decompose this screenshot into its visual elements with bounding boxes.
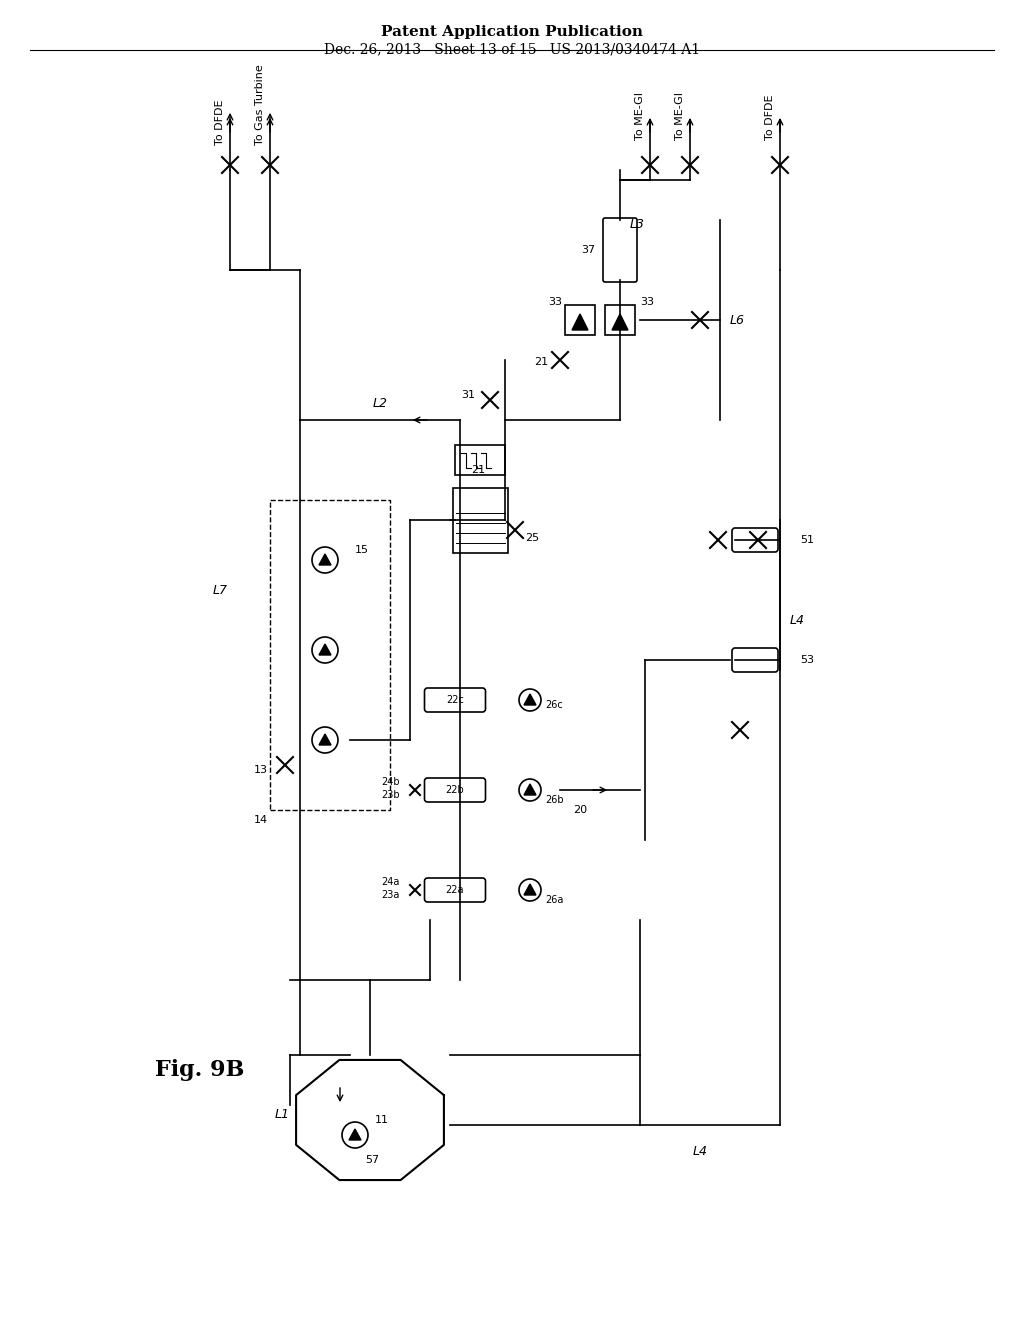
Bar [605,305,635,335]
Text: 21: 21 [534,356,548,367]
Text: 11: 11 [375,1115,389,1125]
Text: 13: 13 [254,766,268,775]
FancyBboxPatch shape [603,218,637,282]
Text: 26c: 26c [545,700,563,710]
Text: 14: 14 [254,814,268,825]
Text: 24a: 24a [382,876,400,887]
FancyBboxPatch shape [425,688,485,711]
Bar [453,487,508,553]
Text: Dec. 26, 2013   Sheet 13 of 15   US 2013/0340474 A1: Dec. 26, 2013 Sheet 13 of 15 US 2013/034… [324,42,700,55]
Polygon shape [319,644,331,655]
Text: 24b: 24b [381,777,400,787]
FancyBboxPatch shape [425,878,485,902]
Polygon shape [524,694,536,705]
Polygon shape [524,884,536,895]
Bar [455,445,505,475]
Text: To ME-GI: To ME-GI [635,92,645,140]
Text: L3: L3 [630,219,645,231]
Text: L6: L6 [730,314,745,326]
Text: To DFDE: To DFDE [215,99,225,145]
Text: Patent Application Publication: Patent Application Publication [381,25,643,40]
Text: 21: 21 [471,465,485,475]
Polygon shape [349,1129,361,1140]
FancyBboxPatch shape [732,528,778,552]
Text: 15: 15 [355,545,369,554]
Text: 53: 53 [800,655,814,665]
Text: 23b: 23b [381,789,400,800]
Text: 20: 20 [573,805,587,814]
Text: L7: L7 [213,583,228,597]
Bar [270,500,390,810]
Polygon shape [319,554,331,565]
Text: 23a: 23a [382,890,400,900]
Text: 25: 25 [525,533,539,543]
Text: 22c: 22c [446,696,464,705]
Polygon shape [612,314,628,330]
Polygon shape [319,734,331,744]
Text: 33: 33 [548,297,562,308]
Text: 37: 37 [581,246,595,255]
Text: To ME-GI: To ME-GI [675,92,685,140]
FancyBboxPatch shape [425,777,485,803]
Text: L4: L4 [692,1144,708,1158]
Text: 26a: 26a [545,895,563,906]
Text: L1: L1 [275,1109,290,1122]
Polygon shape [572,314,588,330]
Text: Fig. 9B: Fig. 9B [155,1059,245,1081]
Text: 31: 31 [461,389,475,400]
Text: 33: 33 [640,297,654,308]
Bar [565,305,595,335]
FancyBboxPatch shape [732,648,778,672]
Text: L2: L2 [373,397,387,411]
Polygon shape [524,784,536,795]
Text: 22a: 22a [445,884,464,895]
Text: 57: 57 [365,1155,379,1166]
Text: 51: 51 [800,535,814,545]
Text: 26b: 26b [545,795,563,805]
Text: To Gas Turbine: To Gas Turbine [255,65,265,145]
Text: 22b: 22b [445,785,464,795]
Text: L4: L4 [790,614,805,627]
Text: To DFDE: To DFDE [765,95,775,140]
